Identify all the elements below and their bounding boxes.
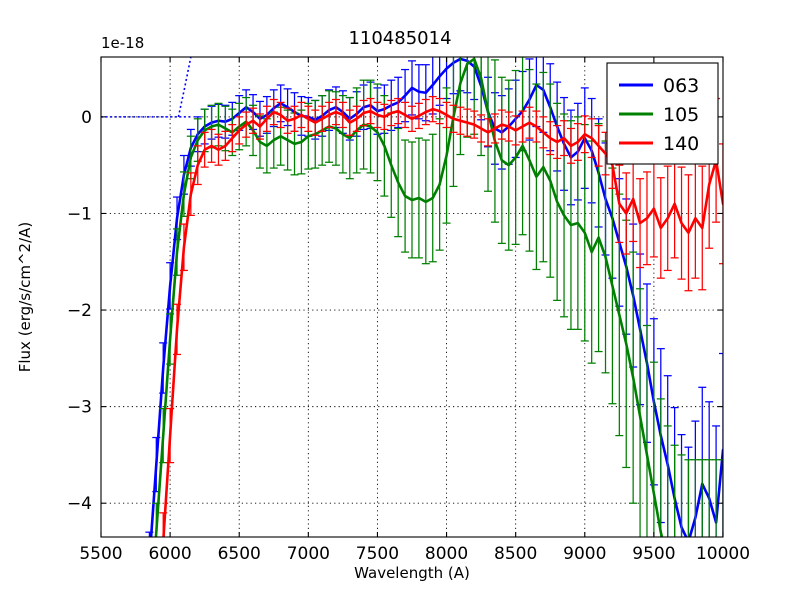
x-tick-label: 5500	[79, 544, 122, 564]
y-axis-offset-text: 1e-18	[101, 34, 144, 52]
legend-label-063[interactable]: 063	[663, 75, 699, 97]
y-tick-label: −3	[67, 398, 92, 418]
legend-label-105[interactable]: 105	[663, 104, 699, 126]
y-axis-label: Flux (erg/s/cm^2/A)	[16, 222, 34, 373]
blue-rising-dotted	[177, 57, 192, 118]
x-tick-label: 8500	[494, 544, 537, 564]
y-tick-label: 0	[81, 108, 92, 128]
plot-frame	[100, 56, 724, 538]
x-tick-label: 6000	[148, 544, 191, 564]
x-tick-label: 7000	[287, 544, 330, 564]
legend[interactable]: 063 105 140	[606, 62, 719, 165]
y-tick-label: −1	[67, 204, 92, 224]
axes-frame	[100, 56, 724, 538]
plot-title: 110485014	[348, 28, 451, 49]
x-tick-label: 7500	[356, 544, 399, 564]
x-tick-label: 6500	[218, 544, 261, 564]
line-063	[149, 57, 723, 537]
tick-labels: 5500 6000 6500 7000 7500 8000 8500 9000 9500 1000…	[67, 108, 750, 564]
y-tick-label: −2	[67, 301, 92, 321]
x-tick-label: 8000	[425, 544, 468, 564]
line-105	[154, 57, 664, 537]
x-tick-label: 10000	[696, 544, 750, 564]
line-140	[162, 107, 723, 537]
data-series-group	[145, 57, 723, 537]
series-140	[159, 95, 723, 537]
annotation-group	[101, 57, 192, 118]
x-tick-label: 9500	[632, 544, 675, 564]
x-axis-label: Wavelength (A)	[354, 564, 470, 582]
legend-label-140[interactable]: 140	[663, 133, 699, 155]
y-tick-label: −4	[67, 494, 92, 514]
x-tick-label: 9000	[563, 544, 606, 564]
